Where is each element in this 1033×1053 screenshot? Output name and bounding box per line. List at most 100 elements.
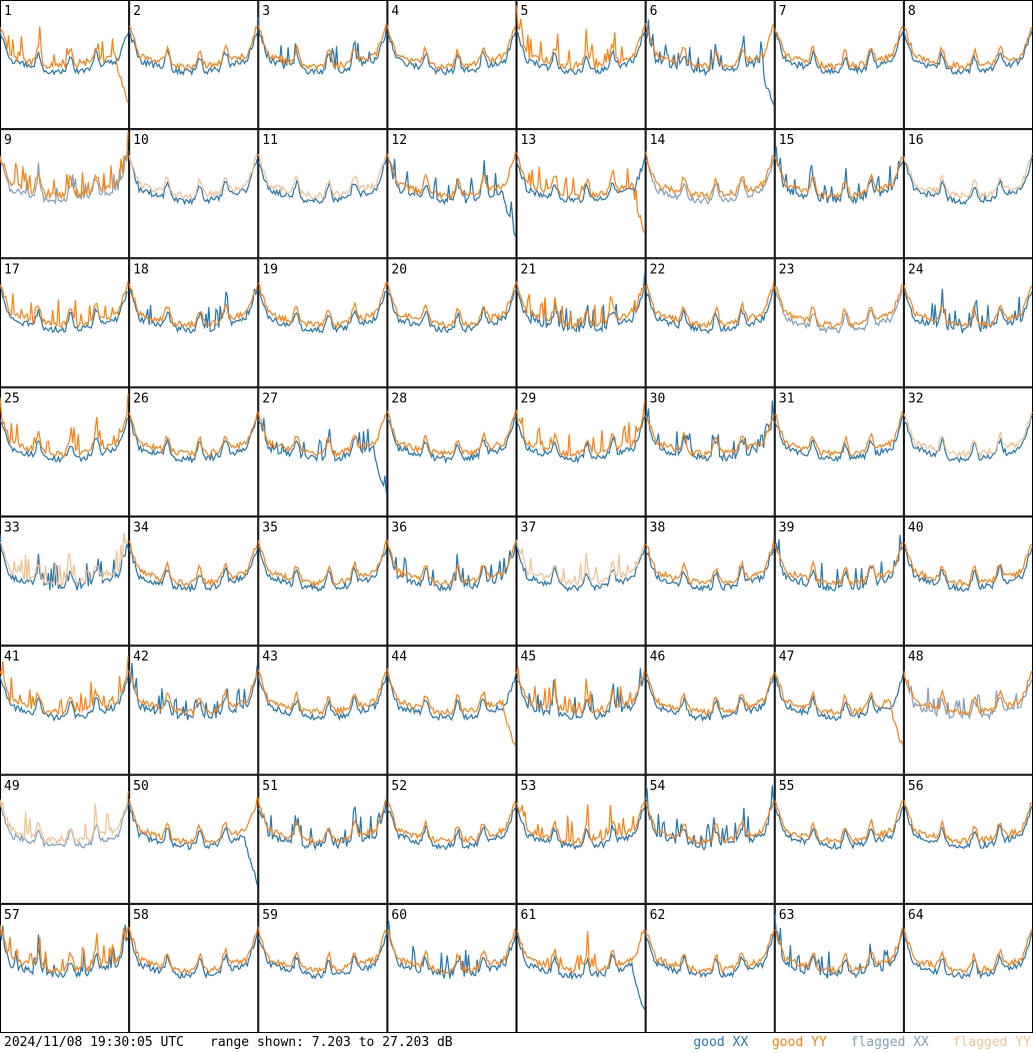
series-xx-line <box>258 418 386 494</box>
panel-label: 43 <box>262 650 278 665</box>
panel-56: 56 <box>904 775 1033 903</box>
panel-frame <box>129 258 259 388</box>
panel-50: 50 <box>129 775 258 903</box>
panel-label: 22 <box>650 262 666 277</box>
series-yy-line <box>387 668 515 746</box>
series-xx-line <box>0 802 128 847</box>
panel-label: 42 <box>133 650 149 665</box>
series-yy-line <box>258 927 386 973</box>
panel-38: 38 <box>646 517 775 645</box>
panel-frame <box>645 645 775 775</box>
series-yy-line <box>517 929 645 973</box>
panel-label: 58 <box>133 908 149 923</box>
series-yy-line <box>646 282 774 327</box>
series-yy-line <box>129 541 257 585</box>
series-yy-line <box>387 282 515 328</box>
series-yy-line <box>387 410 515 456</box>
panel-13: 13 <box>517 130 646 258</box>
panel-frame <box>516 645 646 775</box>
series-yy-line <box>387 152 515 199</box>
panel-label: 1 <box>4 4 12 19</box>
footer: 2024/11/08 19:30:05 UTC range shown: 7.2… <box>0 1033 1033 1053</box>
series-yy-line <box>258 282 386 327</box>
series-yy-line <box>775 672 903 745</box>
panel-63: 63 <box>775 904 904 1033</box>
series-yy-line <box>258 154 386 198</box>
panel-label: 16 <box>908 133 924 148</box>
series-yy-line <box>517 6 645 70</box>
panel-28: 28 <box>387 388 516 516</box>
legend-good-xx: good XX <box>693 1035 749 1050</box>
series-yy-line <box>904 412 1032 457</box>
panel-label: 19 <box>262 262 278 277</box>
panel-label: 32 <box>908 391 924 406</box>
panel-label: 2 <box>133 4 141 19</box>
panel-34: 34 <box>129 517 258 645</box>
series-xx-line <box>904 157 1032 204</box>
panel-61: 61 <box>516 903 646 1033</box>
panel-7: 7 <box>775 0 904 129</box>
panel-31: 31 <box>775 388 904 516</box>
panel-18: 18 <box>129 259 258 387</box>
panel-label: 59 <box>262 908 278 923</box>
panel-47: 47 <box>775 646 904 774</box>
panel-58: 58 <box>129 904 258 1033</box>
panel-41: 41 <box>0 646 129 774</box>
panel-49: 49 <box>0 775 129 903</box>
panel-label: 14 <box>650 133 666 148</box>
panel-frame <box>516 516 646 646</box>
panel-label: 34 <box>133 521 149 536</box>
panel-52: 52 <box>387 775 516 903</box>
series-yy-line <box>129 797 257 844</box>
series-yy-line <box>0 394 128 457</box>
panel-54: 54 <box>646 775 775 903</box>
panel-frame <box>516 903 646 1033</box>
panel-40: 40 <box>904 517 1033 645</box>
series-xx-line <box>258 17 386 74</box>
panel-14: 14 <box>646 130 775 258</box>
series-xx-line <box>129 289 257 333</box>
series-yy-line <box>646 23 774 69</box>
series-xx-line <box>517 158 645 202</box>
panel-53: 53 <box>517 775 646 903</box>
panel-label: 35 <box>262 521 278 536</box>
series-yy-line <box>387 801 515 842</box>
panel-23: 23 <box>775 259 904 387</box>
panel-label: 7 <box>779 4 787 19</box>
panel-label: 40 <box>908 521 924 536</box>
panel-32: 32 <box>904 388 1033 516</box>
panel-label: 36 <box>391 521 407 536</box>
series-yy-line <box>258 412 386 456</box>
series-yy-line <box>775 157 903 198</box>
panel-frame <box>645 129 775 259</box>
panel-label: 54 <box>650 779 666 794</box>
series-xx-line <box>129 29 257 74</box>
panel-48: 48 <box>904 646 1033 774</box>
panel-label: 26 <box>133 391 149 406</box>
series-xx-line <box>646 158 774 204</box>
series-xx-line <box>517 273 645 332</box>
series-yy-line <box>646 152 774 199</box>
panel-label: 25 <box>4 391 20 406</box>
series-yy-line <box>904 153 1032 198</box>
series-yy-line <box>775 284 903 328</box>
panel-2: 2 <box>129 0 258 129</box>
panel-label: 48 <box>908 650 924 665</box>
panel-frame <box>258 774 388 904</box>
series-xx-line <box>517 416 645 461</box>
timestamp: 2024/11/08 19:30:05 UTC <box>4 1035 185 1050</box>
series-yy-line <box>517 281 645 327</box>
panel-44: 44 <box>387 646 516 774</box>
legend: good XX good YY flagged XX flagged YY <box>677 1035 1031 1050</box>
legend-good-yy: good YY <box>771 1035 827 1050</box>
panel-17: 17 <box>0 259 129 387</box>
panel-36: 36 <box>387 517 516 645</box>
series-yy-line <box>258 798 386 844</box>
panel-16: 16 <box>904 130 1033 258</box>
series-xx-line <box>517 668 645 719</box>
panel-label: 28 <box>391 391 407 406</box>
range-text: range shown: 7.203 to 27.203 dB <box>210 1035 453 1050</box>
series-xx-line <box>646 548 774 590</box>
panel-12: 12 <box>387 130 516 258</box>
series-yy-line <box>904 929 1032 973</box>
